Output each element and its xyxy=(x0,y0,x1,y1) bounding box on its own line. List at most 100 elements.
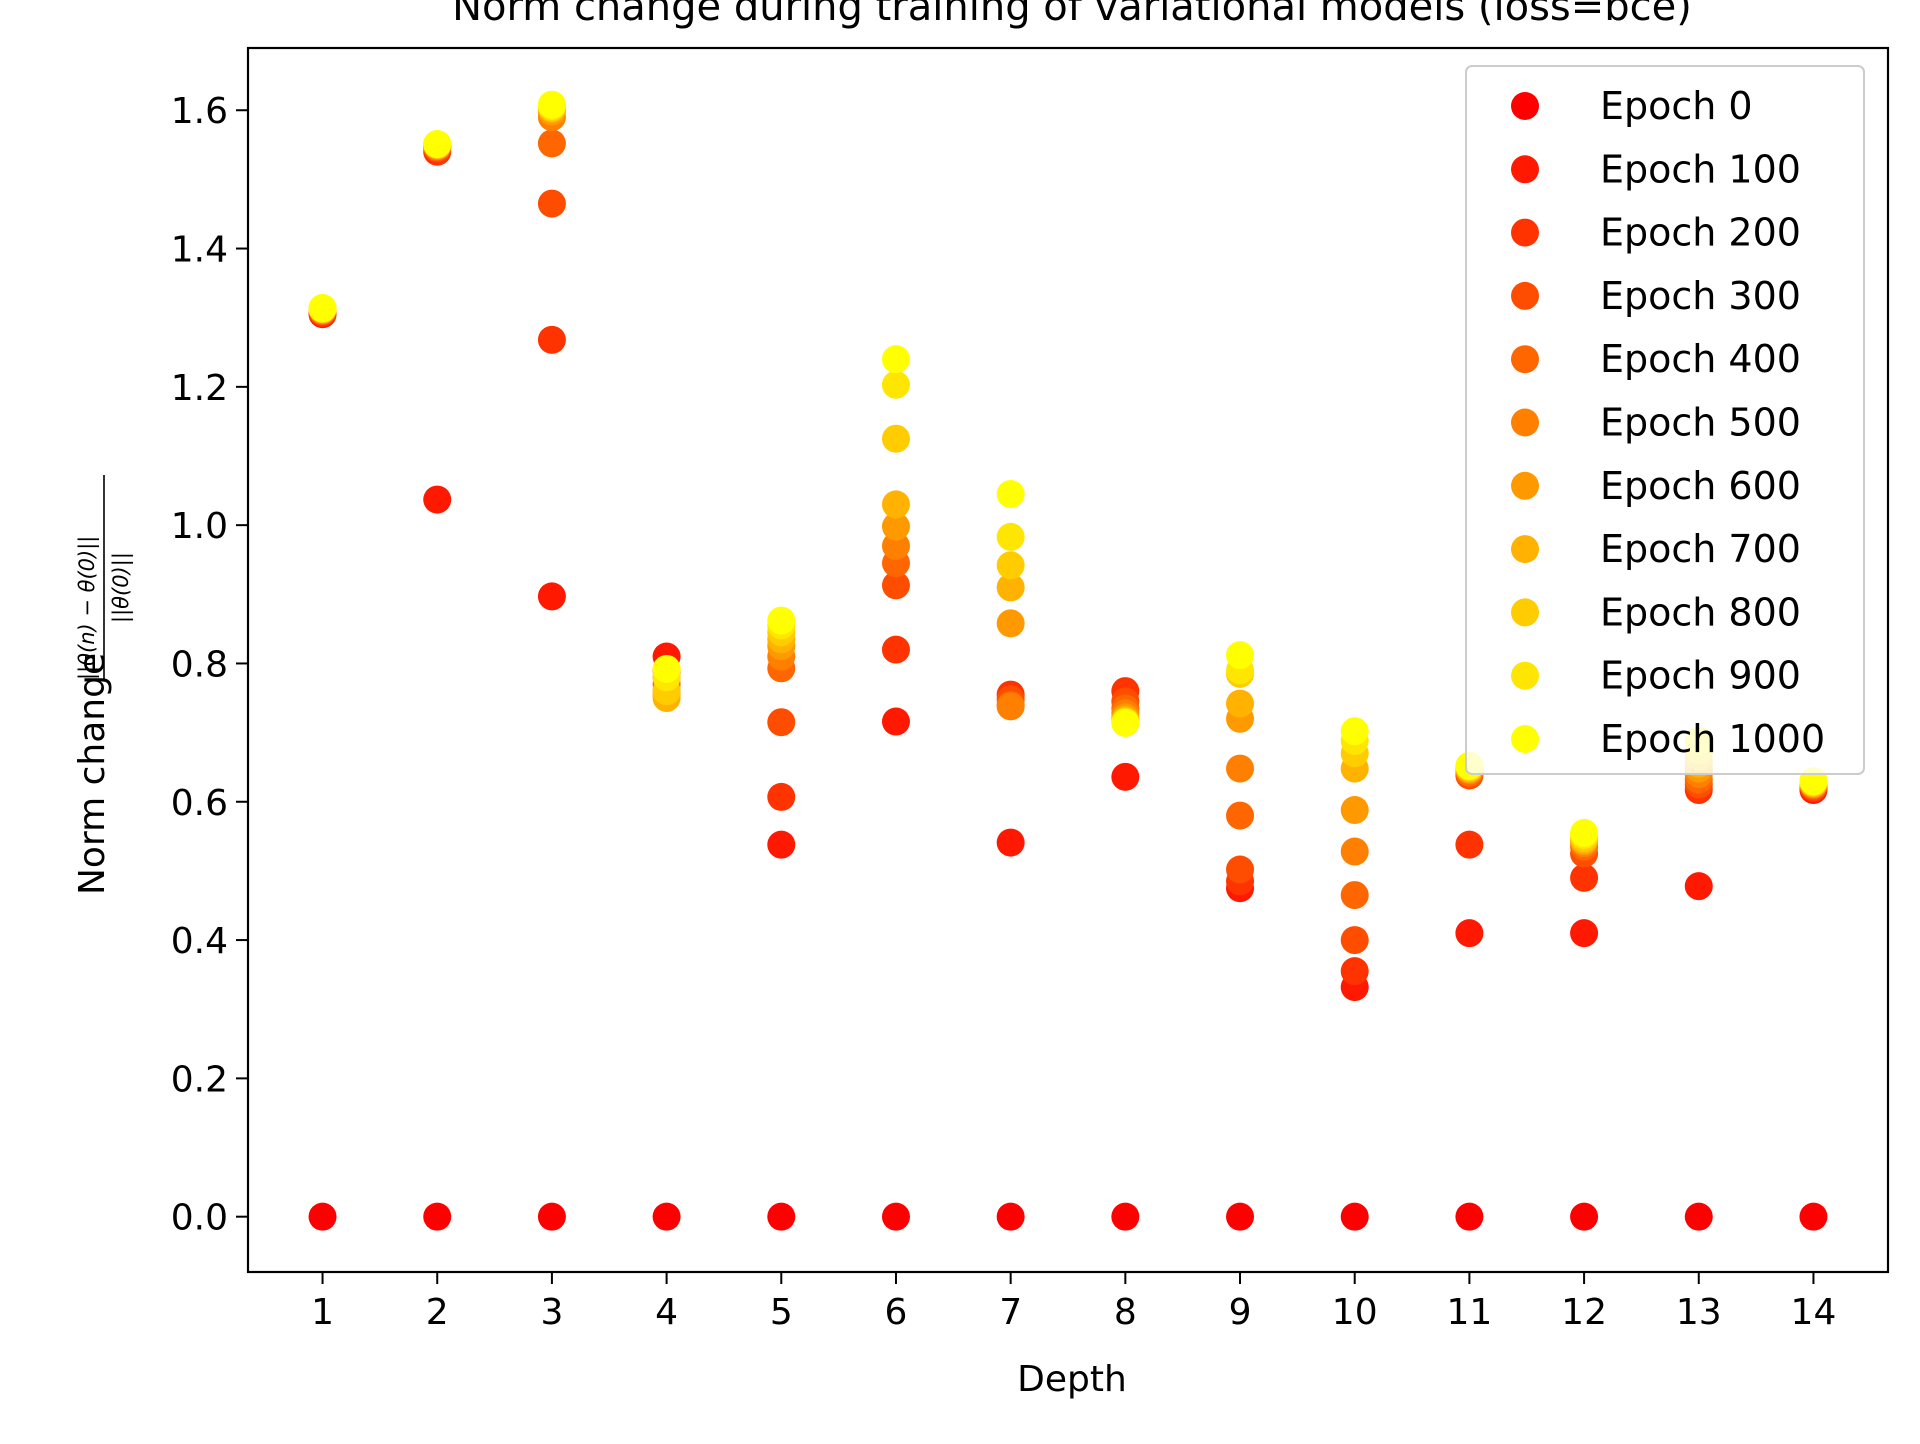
data-point xyxy=(1340,881,1369,910)
data-point xyxy=(423,130,452,159)
legend-label: Epoch 200 xyxy=(1600,211,1801,255)
data-point xyxy=(537,1202,566,1231)
legend-label: Epoch 300 xyxy=(1600,274,1801,318)
data-point xyxy=(1226,801,1255,830)
y-axis-label-prefix: Norm change xyxy=(72,653,113,895)
data-point xyxy=(996,609,1025,638)
data-point xyxy=(1684,1202,1713,1231)
y-tick-label: 1.4 xyxy=(171,230,228,271)
data-point xyxy=(537,90,566,119)
y-axis: 0.0 0.2 0.4 0.6 0.8 1.0 1.2 1.4 1.6 xyxy=(171,91,248,1239)
data-point xyxy=(881,512,910,541)
legend-label: Epoch 800 xyxy=(1600,590,1801,634)
y-axis-label-numerator: ||θ(n) − θ(0)|| xyxy=(75,536,100,680)
data-point xyxy=(423,485,452,514)
y-axis-label-denominator: ||θ(0)|| xyxy=(109,552,134,623)
chart-title: Norm change during training of variation… xyxy=(452,0,1692,30)
legend-marker xyxy=(1511,281,1539,310)
data-point xyxy=(1684,872,1713,901)
y-tick-label: 1.2 xyxy=(171,368,228,409)
data-point xyxy=(1455,830,1484,859)
data-point xyxy=(1111,1202,1140,1231)
data-point xyxy=(996,692,1025,721)
legend-label: Epoch 1000 xyxy=(1600,717,1825,761)
data-point xyxy=(652,1202,681,1231)
x-axis: 1 2 3 4 5 6 7 8 9 10 11 12 13 14 xyxy=(311,1272,1836,1333)
data-point xyxy=(881,370,910,399)
legend-label: Epoch 700 xyxy=(1600,527,1801,571)
data-point xyxy=(1226,754,1255,783)
data-point xyxy=(767,782,796,811)
x-tick-label: 9 xyxy=(1229,1292,1252,1333)
legend-label: Epoch 100 xyxy=(1600,147,1801,191)
legend-label: Epoch 400 xyxy=(1600,337,1801,381)
data-point xyxy=(881,707,910,736)
data-point xyxy=(767,606,796,635)
data-point xyxy=(537,582,566,611)
x-tick-label: 6 xyxy=(885,1292,908,1333)
x-tick-label: 8 xyxy=(1114,1292,1137,1333)
legend-marker xyxy=(1511,725,1539,753)
data-point xyxy=(881,490,910,519)
data-point xyxy=(996,480,1025,509)
data-point xyxy=(537,325,566,354)
data-point xyxy=(1570,818,1599,847)
data-point xyxy=(423,1202,452,1231)
y-tick-label: 0.4 xyxy=(171,921,228,962)
legend-marker xyxy=(1511,471,1539,500)
data-point xyxy=(1455,919,1484,948)
legend-marker xyxy=(1511,92,1539,120)
x-tick-label: 11 xyxy=(1446,1292,1492,1333)
x-tick-label: 5 xyxy=(770,1292,793,1333)
data-point xyxy=(1226,689,1255,718)
x-tick-label: 4 xyxy=(655,1292,678,1333)
data-point xyxy=(881,531,910,560)
data-point xyxy=(881,571,910,600)
legend-box xyxy=(1465,65,1865,775)
legend-marker xyxy=(1511,218,1539,247)
data-point xyxy=(537,129,566,158)
y-tick-label: 1.6 xyxy=(171,91,228,132)
data-point xyxy=(881,635,910,664)
y-axis-label: Norm change ||θ(n) − θ(0)|| ||θ(0)|| xyxy=(72,475,134,895)
data-point xyxy=(1226,641,1255,670)
data-point xyxy=(1340,796,1369,825)
data-point xyxy=(1570,1202,1599,1231)
legend-label: Epoch 0 xyxy=(1600,84,1753,128)
data-point xyxy=(881,345,910,374)
x-tick-label: 3 xyxy=(540,1292,563,1333)
x-tick-label: 14 xyxy=(1791,1292,1837,1333)
data-point xyxy=(1340,957,1369,986)
data-point xyxy=(1340,1202,1369,1231)
legend-marker xyxy=(1511,598,1539,627)
data-point xyxy=(996,551,1025,580)
y-tick-label: 0.0 xyxy=(171,1198,228,1239)
data-point xyxy=(1799,1202,1828,1231)
data-point xyxy=(1111,762,1140,791)
legend-marker xyxy=(1511,535,1539,564)
data-point xyxy=(1340,717,1369,746)
data-point xyxy=(1340,837,1369,866)
data-point xyxy=(1455,1202,1484,1231)
data-point xyxy=(767,708,796,737)
legend-marker xyxy=(1511,345,1539,374)
legend: Epoch 0 Epoch 100 Epoch 200 Epoch 300 Epoch … xyxy=(1465,65,1865,775)
legend-marker xyxy=(1511,408,1539,437)
data-point xyxy=(996,828,1025,857)
legend-marker xyxy=(1511,155,1539,184)
data-point xyxy=(881,1202,910,1231)
data-point xyxy=(1570,919,1599,948)
x-tick-label: 7 xyxy=(999,1292,1022,1333)
data-point xyxy=(996,573,1025,602)
data-point xyxy=(1226,1202,1255,1231)
data-point xyxy=(1340,926,1369,955)
data-point xyxy=(1570,863,1599,892)
x-tick-label: 1 xyxy=(311,1292,334,1333)
legend-label: Epoch 500 xyxy=(1600,401,1801,445)
data-point xyxy=(881,424,910,453)
data-point xyxy=(537,189,566,218)
y-tick-label: 0.8 xyxy=(171,644,228,685)
x-tick-label: 12 xyxy=(1561,1292,1607,1333)
